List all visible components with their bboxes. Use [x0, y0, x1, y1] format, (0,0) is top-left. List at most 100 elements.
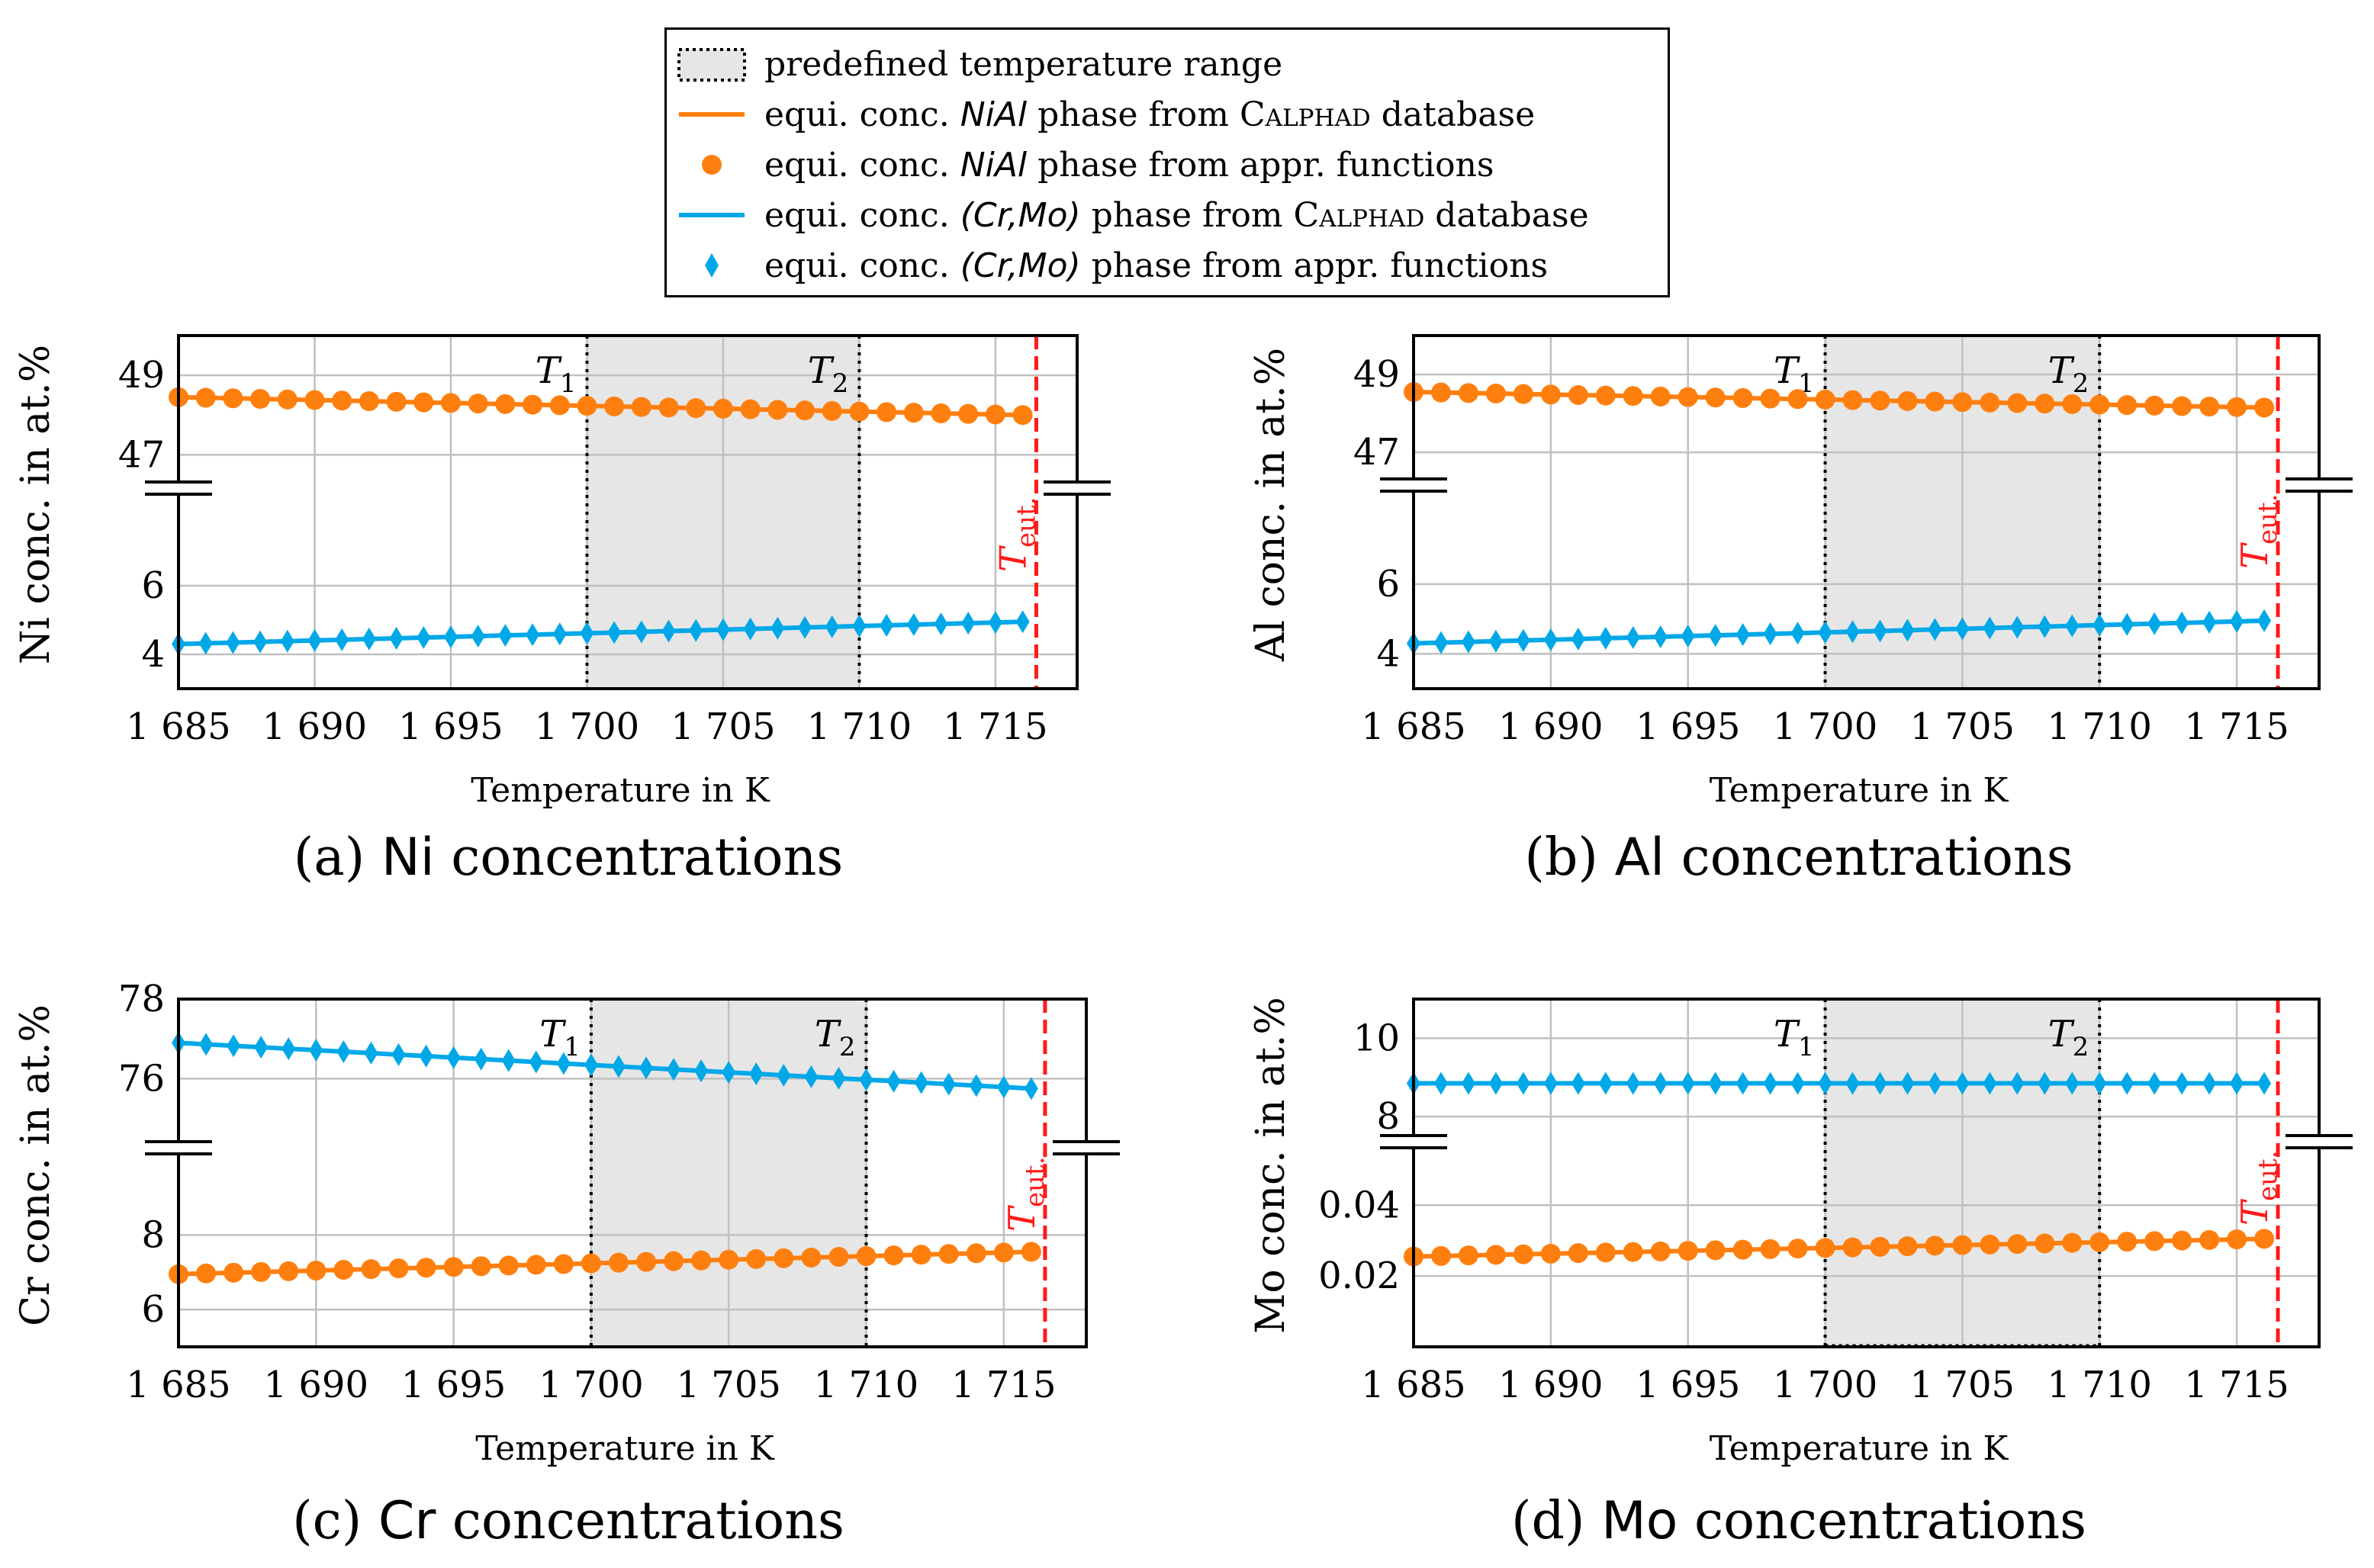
data-point: [2038, 615, 2052, 638]
data-point: [471, 625, 485, 648]
data-point: [832, 1066, 846, 1090]
data-point: [1925, 1235, 1945, 1256]
data-point: [1952, 392, 1973, 413]
data-point: [2147, 1072, 2162, 1095]
data-point: [1485, 1245, 1506, 1265]
data-point: [419, 1044, 433, 1068]
legend-label: equi. conc. (Cr,Mo) phase from appr. fun…: [764, 246, 1549, 285]
data-point: [2144, 1231, 2165, 1252]
data-point: [2172, 396, 2192, 416]
data-point: [931, 403, 951, 423]
data-point: [985, 404, 1005, 425]
x-tick-label: 1 705: [1910, 1364, 2015, 1406]
caption-suffix: concentrations: [1664, 827, 2073, 888]
data-point: [195, 387, 216, 408]
data-point: [1458, 1245, 1478, 1266]
data-point: [1818, 1072, 1832, 1095]
y-tick-label: 49: [118, 354, 165, 397]
axis-break-gap: [1411, 1137, 1416, 1146]
data-point: [336, 1039, 351, 1063]
data-point: [743, 617, 758, 641]
data-point: [1598, 626, 1613, 650]
data-point: [2202, 1072, 2217, 1095]
caption-element: Ni: [381, 827, 435, 888]
data-point: [2120, 1072, 2134, 1095]
data-point: [1900, 1072, 1915, 1095]
data-point: [1516, 628, 1530, 652]
data-point: [828, 1247, 849, 1268]
data-point: [1732, 387, 1753, 408]
data-point: [1708, 624, 1723, 647]
data-point: [1461, 1072, 1475, 1095]
x-tick-label: 1 690: [1498, 705, 1603, 748]
data-point: [691, 1250, 712, 1271]
data-point: [1513, 1244, 1533, 1264]
data-point: [1571, 1072, 1585, 1095]
axes-frame-upper: [1412, 334, 2321, 479]
data-point: [822, 400, 842, 421]
data-point: [2230, 609, 2244, 633]
data-point: [468, 394, 488, 414]
data-point: [413, 392, 434, 413]
x-tick-label: 1 710: [2047, 705, 2152, 748]
data-point: [2035, 1233, 2055, 1254]
data-point: [417, 626, 431, 650]
data-point: [1897, 1236, 1918, 1257]
x-tick-label: 1 710: [2047, 1364, 2152, 1406]
data-point: [307, 628, 322, 652]
data-point: [1732, 1239, 1753, 1260]
data-point: [2199, 1229, 2220, 1250]
data-point: [391, 1043, 406, 1066]
data-point: [1595, 1242, 1616, 1263]
axis-break-gap: [1411, 480, 1416, 490]
data-point: [1598, 1072, 1613, 1095]
data-point: [2172, 1230, 2192, 1251]
chart-caption: (a) Ni concentrations: [294, 827, 844, 888]
data-point: [1705, 1240, 1726, 1261]
data-point: [498, 624, 513, 647]
data-point: [2147, 612, 2162, 635]
chart-caption: (d) Mo concentrations: [1511, 1491, 2086, 1551]
data-point: [1842, 390, 1863, 410]
data-point: [634, 620, 648, 644]
x-tick-label: 1 715: [2184, 1364, 2289, 1406]
caption-suffix: concentrations: [434, 827, 844, 888]
x-tick-label: 1 685: [1361, 705, 1465, 748]
data-point: [993, 1242, 1014, 1263]
x-tick-label: 1 715: [2184, 705, 2289, 748]
x-tick-label: 1 700: [535, 705, 639, 748]
data-point: [501, 1049, 516, 1072]
annotation-teut: Teut.: [1001, 1156, 1050, 1232]
chart-caption: (b) Al concentrations: [1524, 827, 2073, 888]
data-point: [740, 399, 761, 419]
data-point: [1543, 1072, 1558, 1095]
data-point: [1653, 625, 1668, 648]
data-point: [250, 389, 271, 410]
x-tick-label: 1 695: [401, 1364, 506, 1406]
data-point: [280, 629, 294, 653]
data-point: [1024, 1077, 1038, 1100]
annotation-teut: Teut.: [992, 496, 1041, 572]
x-tick-label: 1 705: [677, 1364, 781, 1406]
data-point: [607, 621, 622, 644]
y-tick-label: 4: [141, 633, 165, 676]
data-point: [1568, 384, 1588, 405]
data-point: [224, 1262, 244, 1283]
data-point: [2065, 1072, 2080, 1095]
data-point: [361, 1259, 381, 1280]
data-point: [801, 1247, 822, 1268]
y-tick-label: 6: [141, 564, 165, 607]
data-point: [719, 1249, 739, 1270]
data-point: [2257, 1072, 2272, 1095]
axis-break-gap: [2317, 480, 2321, 490]
x-tick-label: 1 690: [262, 705, 367, 748]
x-tick-label: 1 695: [1636, 705, 1740, 748]
data-point: [883, 1245, 904, 1266]
data-point: [1845, 620, 1860, 644]
data-point: [1540, 384, 1561, 405]
y-tick-label: 8: [141, 1213, 165, 1256]
x-tick-label: 1 700: [539, 1364, 643, 1406]
data-point: [611, 1055, 626, 1078]
legend-swatch-range: [677, 48, 746, 82]
